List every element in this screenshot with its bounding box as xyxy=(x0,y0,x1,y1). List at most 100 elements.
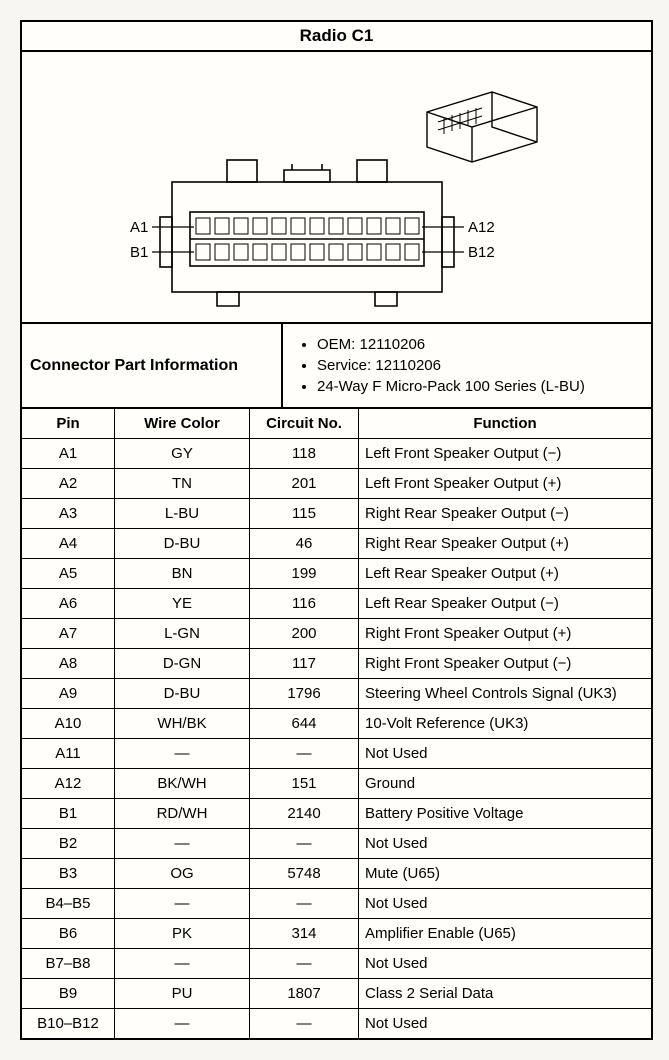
col-header-circuit: Circuit No. xyxy=(250,409,359,439)
cell-circuit: 644 xyxy=(250,709,359,739)
info-bullet: Service: 12110206 xyxy=(317,355,639,376)
cell-pin: A5 xyxy=(22,559,115,589)
cell-circuit: 201 xyxy=(250,469,359,499)
cell-pin: B10–B12 xyxy=(22,1009,115,1039)
table-row: A11——Not Used xyxy=(22,739,651,769)
cell-function: Left Rear Speaker Output (−) xyxy=(359,589,652,619)
cell-wire: — xyxy=(115,889,250,919)
table-row: A1GY118Left Front Speaker Output (−) xyxy=(22,439,651,469)
table-row: A10WH/BK64410-Volt Reference (UK3) xyxy=(22,709,651,739)
table-header-row: Pin Wire Color Circuit No. Function xyxy=(22,409,651,439)
cell-pin: A9 xyxy=(22,679,115,709)
cell-function: Not Used xyxy=(359,829,652,859)
cell-function: Not Used xyxy=(359,889,652,919)
cell-circuit: 5748 xyxy=(250,859,359,889)
label-b1: B1 xyxy=(130,244,148,261)
cell-function: Battery Positive Voltage xyxy=(359,799,652,829)
cell-function: 10-Volt Reference (UK3) xyxy=(359,709,652,739)
table-row: A8D-GN117Right Front Speaker Output (−) xyxy=(22,649,651,679)
cell-pin: A4 xyxy=(22,529,115,559)
table-row: B9PU1807Class 2 Serial Data xyxy=(22,979,651,1009)
cell-pin: A11 xyxy=(22,739,115,769)
cell-wire: — xyxy=(115,949,250,979)
cell-function: Mute (U65) xyxy=(359,859,652,889)
col-header-wire: Wire Color xyxy=(115,409,250,439)
connector-info-row: Connector Part Information OEM: 12110206… xyxy=(22,324,651,409)
cell-wire: TN xyxy=(115,469,250,499)
table-row: B2——Not Used xyxy=(22,829,651,859)
cell-pin: B3 xyxy=(22,859,115,889)
table-row: A7L-GN200Right Front Speaker Output (+) xyxy=(22,619,651,649)
cell-circuit: 314 xyxy=(250,919,359,949)
cell-wire: WH/BK xyxy=(115,709,250,739)
cell-pin: A6 xyxy=(22,589,115,619)
cell-function: Not Used xyxy=(359,739,652,769)
table-row: A2TN201Left Front Speaker Output (+) xyxy=(22,469,651,499)
cell-function: Left Front Speaker Output (+) xyxy=(359,469,652,499)
cell-pin: B7–B8 xyxy=(22,949,115,979)
table-row: B3OG5748Mute (U65) xyxy=(22,859,651,889)
cell-wire: YE xyxy=(115,589,250,619)
cell-function: Ground xyxy=(359,769,652,799)
cell-wire: — xyxy=(115,829,250,859)
col-header-pin: Pin xyxy=(22,409,115,439)
cell-pin: B9 xyxy=(22,979,115,1009)
cell-pin: A2 xyxy=(22,469,115,499)
table-row: B4–B5——Not Used xyxy=(22,889,651,919)
cell-circuit: 118 xyxy=(250,439,359,469)
cell-wire: GY xyxy=(115,439,250,469)
table-row: A12BK/WH151Ground xyxy=(22,769,651,799)
cell-wire: — xyxy=(115,739,250,769)
info-bullet: OEM: 12110206 xyxy=(317,334,639,355)
cell-pin: B2 xyxy=(22,829,115,859)
cell-circuit: 116 xyxy=(250,589,359,619)
cell-function: Amplifier Enable (U65) xyxy=(359,919,652,949)
cell-function: Left Rear Speaker Output (+) xyxy=(359,559,652,589)
label-a12: A12 xyxy=(468,219,495,236)
cell-pin: B1 xyxy=(22,799,115,829)
cell-function: Right Front Speaker Output (−) xyxy=(359,649,652,679)
cell-wire: — xyxy=(115,1009,250,1039)
cell-function: Not Used xyxy=(359,1009,652,1039)
table-row: B10–B12——Not Used xyxy=(22,1009,651,1039)
col-header-function: Function xyxy=(359,409,652,439)
cell-function: Class 2 Serial Data xyxy=(359,979,652,1009)
cell-circuit: 151 xyxy=(250,769,359,799)
cell-circuit: — xyxy=(250,949,359,979)
cell-pin: B6 xyxy=(22,919,115,949)
cell-wire: BK/WH xyxy=(115,769,250,799)
cell-pin: A1 xyxy=(22,439,115,469)
cell-circuit: 200 xyxy=(250,619,359,649)
cell-circuit: — xyxy=(250,739,359,769)
cell-wire: D-BU xyxy=(115,679,250,709)
cell-function: Right Rear Speaker Output (+) xyxy=(359,529,652,559)
main-connector-icon xyxy=(160,160,454,306)
pinout-table: Pin Wire Color Circuit No. Function A1GY… xyxy=(22,409,651,1038)
table-row: A9D-BU1796Steering Wheel Controls Signal… xyxy=(22,679,651,709)
cell-wire: BN xyxy=(115,559,250,589)
table-row: B1RD/WH2140Battery Positive Voltage xyxy=(22,799,651,829)
cell-circuit: 46 xyxy=(250,529,359,559)
info-bullet: 24-Way F Micro-Pack 100 Series (L-BU) xyxy=(317,376,639,397)
cell-wire: L-GN xyxy=(115,619,250,649)
table-row: B6PK314Amplifier Enable (U65) xyxy=(22,919,651,949)
cell-pin: A3 xyxy=(22,499,115,529)
table-row: B7–B8——Not Used xyxy=(22,949,651,979)
table-row: A3L-BU115Right Rear Speaker Output (−) xyxy=(22,499,651,529)
cell-pin: B4–B5 xyxy=(22,889,115,919)
cell-function: Right Front Speaker Output (+) xyxy=(359,619,652,649)
table-row: A4D-BU46Right Rear Speaker Output (+) xyxy=(22,529,651,559)
cell-circuit: 1807 xyxy=(250,979,359,1009)
table-row: A5BN199Left Rear Speaker Output (+) xyxy=(22,559,651,589)
cell-function: Left Front Speaker Output (−) xyxy=(359,439,652,469)
cell-pin: A8 xyxy=(22,649,115,679)
cell-wire: OG xyxy=(115,859,250,889)
mating-connector-icon xyxy=(427,92,537,162)
cell-wire: D-GN xyxy=(115,649,250,679)
cell-circuit: 115 xyxy=(250,499,359,529)
cell-pin: A10 xyxy=(22,709,115,739)
label-a1: A1 xyxy=(130,219,148,236)
cell-circuit: — xyxy=(250,829,359,859)
cell-circuit: 1796 xyxy=(250,679,359,709)
cell-function: Not Used xyxy=(359,949,652,979)
